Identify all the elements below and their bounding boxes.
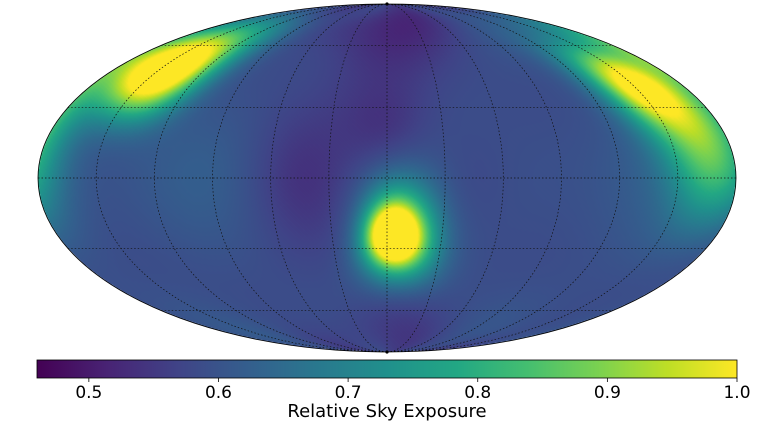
graticule [38, 4, 736, 352]
meridian-90 [386, 4, 562, 352]
meridian-120 [386, 4, 621, 352]
pole-marker [385, 350, 389, 354]
colorbar-tick-label: 0.5 [75, 383, 102, 403]
colorbar-tick-label: 0.7 [335, 383, 362, 403]
meridian--120 [153, 4, 388, 352]
pole-marker [385, 2, 389, 6]
colorbar-tick-label: 1.0 [723, 383, 750, 403]
colorbar-tick-label: 0.9 [594, 383, 621, 403]
colorbar-tick-label: 0.8 [464, 383, 491, 403]
colorbar-tick-label: 0.6 [205, 383, 232, 403]
colorbar-ticks: 0.5 0.6 0.7 0.8 0.9 1.0 [75, 378, 751, 403]
exposure-heatmap [38, 4, 736, 352]
sky-map [37, 3, 737, 353]
colorbar-label: Relative Sky Exposure [287, 401, 486, 422]
colorbar-gradient [36, 359, 738, 379]
colorbar: 0.5 0.6 0.7 0.8 0.9 1.0 Relative Sky Exposure [36, 359, 751, 422]
meridian--150 [95, 4, 388, 352]
